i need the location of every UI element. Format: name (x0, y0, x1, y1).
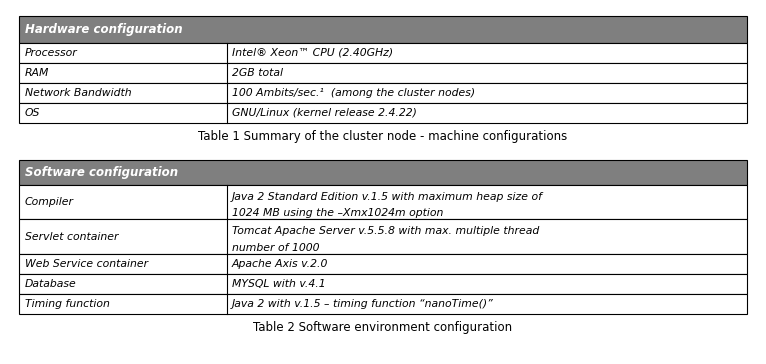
Text: 2GB total: 2GB total (232, 68, 283, 78)
Bar (19, 254, 747, 274)
Text: RAM: RAM (25, 68, 49, 78)
Text: Table 2 Software environment configuration: Table 2 Software environment configurati… (254, 321, 512, 335)
Bar (19, 294, 747, 314)
Bar (19, 103, 747, 123)
Text: Table 1 Summary of the cluster node - machine configurations: Table 1 Summary of the cluster node - ma… (198, 130, 568, 143)
Bar (19, 160, 747, 185)
Text: Compiler: Compiler (25, 197, 74, 207)
Text: Processor: Processor (25, 48, 77, 58)
Bar (19, 274, 747, 294)
Text: Hardware configuration: Hardware configuration (25, 23, 182, 36)
Text: Database: Database (25, 279, 77, 289)
Bar (19, 16, 747, 43)
Bar (19, 83, 747, 103)
Bar (19, 219, 747, 254)
Bar (19, 43, 747, 63)
Text: MYSQL with v.4.1: MYSQL with v.4.1 (232, 279, 326, 289)
Text: OS: OS (25, 108, 40, 118)
Text: Java 2 with v.1.5 – timing function “nanoTime()”: Java 2 with v.1.5 – timing function “nan… (232, 299, 493, 309)
Text: Intel® Xeon™ CPU (2.40GHz): Intel® Xeon™ CPU (2.40GHz) (232, 48, 393, 58)
Bar (19, 63, 747, 83)
Text: Web Service container: Web Service container (25, 259, 148, 269)
Text: Servlet container: Servlet container (25, 232, 118, 242)
Text: Timing function: Timing function (25, 299, 110, 309)
Text: number of 1000: number of 1000 (232, 243, 319, 253)
Text: Apache Axis v.2.0: Apache Axis v.2.0 (232, 259, 329, 269)
Text: 1024 MB using the –Xmx1024m option: 1024 MB using the –Xmx1024m option (232, 208, 444, 218)
Text: Software configuration: Software configuration (25, 166, 178, 179)
Text: GNU/Linux (kernel release 2.4.22): GNU/Linux (kernel release 2.4.22) (232, 108, 417, 118)
Text: 100 Ambits/sec.¹  (among the cluster nodes): 100 Ambits/sec.¹ (among the cluster node… (232, 88, 475, 98)
Bar (19, 185, 747, 219)
Text: Network Bandwidth: Network Bandwidth (25, 88, 131, 98)
Text: Java 2 Standard Edition v.1.5 with maximum heap size of: Java 2 Standard Edition v.1.5 with maxim… (232, 192, 543, 202)
Text: Tomcat Apache Server v.5.5.8 with max. multiple thread: Tomcat Apache Server v.5.5.8 with max. m… (232, 226, 539, 236)
